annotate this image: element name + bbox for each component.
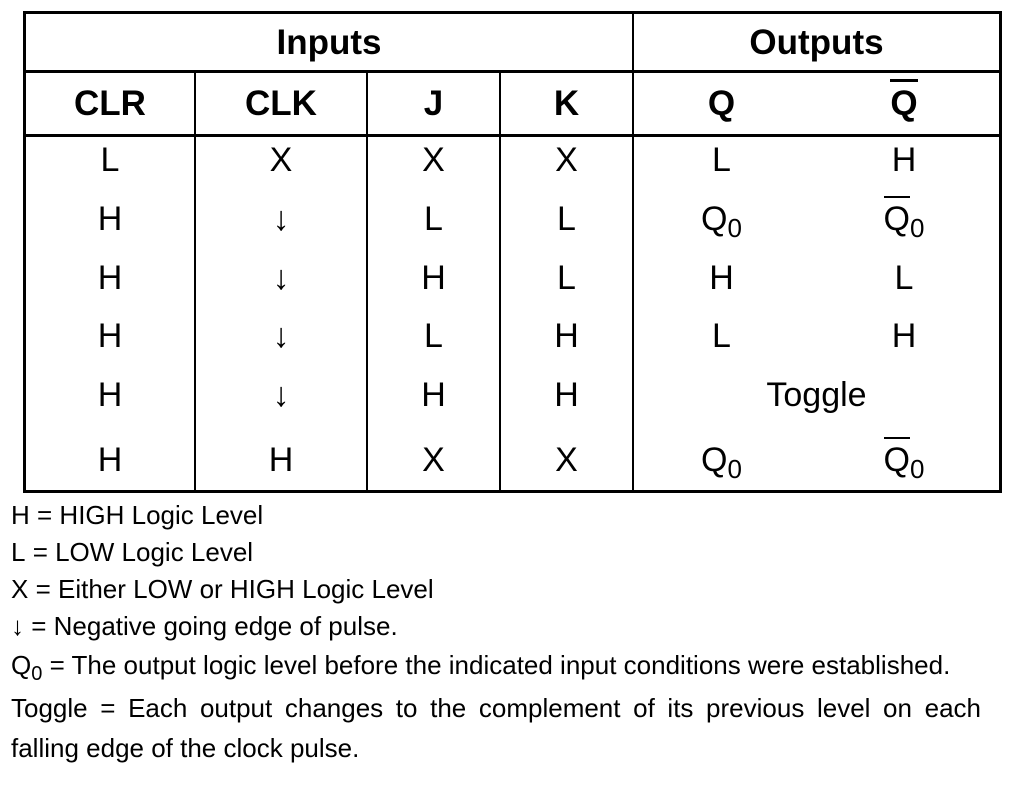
- note-high: H = HIGH Logic Level: [11, 497, 981, 534]
- note-negative-edge: ↓ = Negative going edge of pulse.: [11, 608, 981, 645]
- row-5-toggle: Toggle: [766, 376, 867, 414]
- row-4-q: L: [712, 317, 731, 355]
- row-5-k: H: [554, 376, 579, 414]
- row-4-clk: ↓: [272, 317, 290, 355]
- q0-bar-main: Q: [883, 196, 911, 238]
- rule-inputs-outputs: [632, 14, 634, 490]
- row-6-clk: H: [268, 441, 294, 479]
- note-either: X = Either LOW or HIGH Logic Level: [11, 571, 981, 608]
- row-3-j: H: [421, 259, 446, 297]
- group-header-outputs: Outputs: [749, 22, 884, 62]
- col-header-q-bar: Q: [809, 73, 999, 134]
- row-3-clr: H: [97, 259, 123, 297]
- q-bar-symbol: Q: [890, 79, 918, 123]
- row-3-q-bar: L: [894, 259, 914, 297]
- row-6-j: X: [422, 441, 445, 479]
- rule-col-3: [499, 72, 501, 490]
- q0-sub: 0: [727, 454, 742, 484]
- note-low: L = LOW Logic Level: [11, 534, 981, 571]
- note-low-text: = LOW Logic Level: [25, 537, 254, 567]
- note-q0-symbol: Q0: [11, 645, 42, 688]
- row-4-clr: H: [97, 317, 123, 355]
- col-header-q: Q: [707, 84, 736, 123]
- row-6-k: X: [555, 441, 578, 479]
- row-2-k: L: [557, 200, 576, 238]
- q0-bar-sub: 0: [909, 454, 925, 484]
- row-1-j: X: [422, 141, 445, 179]
- legend-notes: H = HIGH Logic Level L = LOW Logic Level…: [11, 497, 981, 768]
- q0-main: Q: [701, 200, 728, 238]
- q0-bar-main: Q: [883, 437, 911, 479]
- note-negative-edge-text: = Negative going edge of pulse.: [24, 611, 398, 641]
- row-1-q-bar: H: [891, 141, 917, 179]
- col-header-clr: CLR: [74, 84, 146, 123]
- row-3-q: H: [709, 259, 734, 297]
- row-4-q-bar: H: [891, 317, 917, 355]
- row-1-q: L: [712, 141, 731, 179]
- note-either-text: = Either LOW or HIGH Logic Level: [28, 574, 434, 604]
- note-high-text: = HIGH Logic Level: [29, 500, 264, 530]
- note-either-symbol: X: [11, 574, 29, 604]
- col-header-j: J: [423, 84, 444, 123]
- row-3-k: L: [557, 259, 576, 297]
- col-header-clk: CLK: [245, 84, 317, 123]
- note-high-symbol: H: [11, 500, 30, 530]
- row-1-clr: L: [100, 141, 120, 179]
- note-toggle: Toggle = Each output changes to the comp…: [11, 688, 981, 768]
- row-3-clk: ↓: [272, 259, 290, 297]
- row-6-clr: H: [97, 441, 123, 479]
- row-4-j: L: [424, 317, 443, 355]
- q0-main: Q: [701, 441, 728, 479]
- row-4-k: H: [554, 317, 579, 355]
- note-toggle-text: = Each output changes to the complement …: [11, 693, 981, 763]
- group-header-inputs: Inputs: [276, 22, 382, 62]
- col-header-k: K: [553, 84, 580, 123]
- note-q0-sub: 0: [31, 663, 43, 685]
- row-5-clk: ↓: [272, 376, 290, 414]
- row-1-k: X: [555, 141, 578, 179]
- rule-under-headers: [26, 134, 999, 137]
- row-5-j: H: [421, 376, 446, 414]
- note-q0-text: = The output logic level before the indi…: [42, 650, 951, 680]
- truth-table: Inputs Outputs CLR CLK J K Q Q L X X X L…: [23, 11, 1002, 493]
- row-1-clk: X: [269, 141, 293, 179]
- rule-col-1: [194, 72, 196, 490]
- down-arrow-icon: ↓: [11, 611, 24, 641]
- row-2-clk: ↓: [272, 200, 290, 238]
- rule-under-groups: [26, 70, 999, 73]
- q0-bar-sub: 0: [909, 213, 925, 243]
- row-5-clr: H: [97, 376, 123, 414]
- note-q0: Q0 = The output logic level before the i…: [11, 645, 981, 688]
- row-2-j: L: [424, 200, 443, 238]
- note-q0-main: Q: [11, 650, 32, 680]
- note-toggle-symbol: Toggle: [11, 693, 88, 723]
- q0-sub: 0: [727, 213, 742, 243]
- row-2-clr: H: [97, 200, 123, 238]
- note-low-symbol: L: [11, 537, 26, 567]
- rule-col-2: [366, 72, 368, 490]
